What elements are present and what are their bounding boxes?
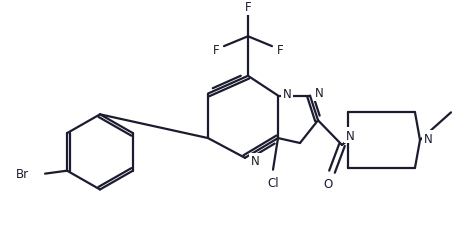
Text: F: F	[245, 1, 251, 14]
Text: F: F	[213, 44, 219, 56]
Text: Cl: Cl	[267, 176, 279, 189]
Text: N: N	[423, 132, 432, 145]
Text: Br: Br	[16, 167, 29, 180]
Text: N: N	[251, 155, 259, 168]
Text: N: N	[282, 88, 291, 101]
Text: N: N	[345, 129, 354, 142]
Text: N: N	[314, 87, 323, 100]
Text: O: O	[323, 177, 333, 190]
Text: F: F	[277, 44, 283, 56]
